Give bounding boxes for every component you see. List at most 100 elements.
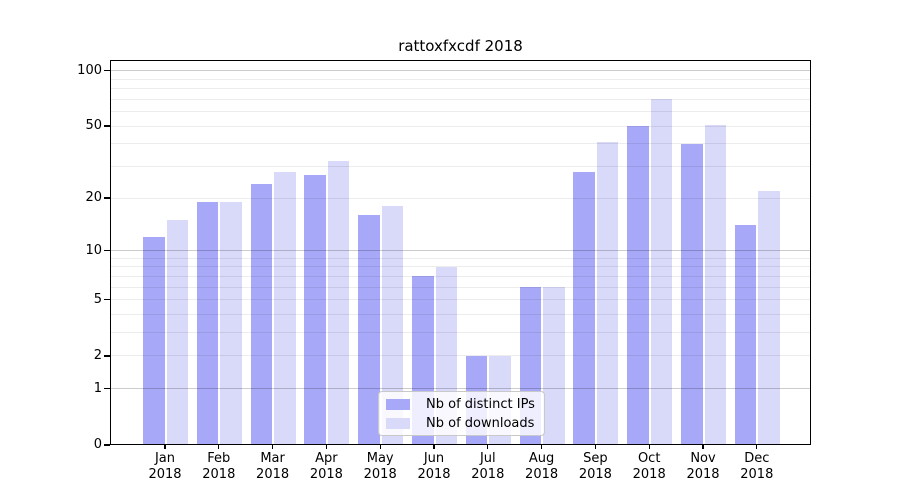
x-tick-jan (164, 445, 166, 449)
y-tick-label-5: 5 (93, 291, 102, 307)
x-tick-label-month: Mar (260, 451, 285, 466)
x-tick-jul (487, 445, 489, 449)
bar-downloads-jan (166, 220, 188, 445)
y-tick-label-20: 20 (85, 190, 102, 206)
legend-label-1: Nb of downloads (426, 415, 535, 431)
bar-downloads-mar (274, 171, 296, 445)
y-tick-1 (104, 388, 110, 390)
x-tick-label-month: Jan (154, 451, 176, 466)
x-tick-label-month: May (366, 451, 394, 466)
x-tick-label-year: 2018 (148, 466, 182, 482)
x-tick-label-mar: Mar 2018 (246, 451, 300, 482)
gridline-minor-50 (110, 125, 811, 127)
x-tick-label-month: Sep (583, 451, 608, 466)
chart-title: rattoxfxcdf 2018 (398, 37, 523, 55)
y-tick-0 (104, 444, 110, 446)
x-tick-label-jun: Jun 2018 (407, 451, 461, 482)
x-tick-label-month: Oct (637, 451, 661, 466)
legend-row-0: Nb of distinct IPs (386, 395, 544, 414)
gridline-minor-30 (110, 166, 811, 167)
x-tick-label-year: 2018 (417, 466, 451, 482)
x-tick-label-month: Jul (479, 451, 496, 466)
x-tick-aug (540, 445, 543, 449)
bar-downloads-sep (596, 141, 619, 445)
gridline-minor-9 (110, 257, 811, 259)
x-tick-label-month: Nov (690, 451, 716, 466)
y-tick-5 (104, 299, 110, 301)
x-tick-label-oct: Oct 2018 (622, 451, 676, 482)
x-tick-label-year: 2018 (632, 466, 666, 482)
bar-distinct-ips-dec (734, 225, 757, 445)
y-tick-label-50: 50 (85, 118, 102, 134)
x-tick-label-year: 2018 (686, 466, 720, 482)
x-tick-mar (271, 445, 274, 449)
gridline-major-100 (110, 70, 811, 72)
bar-distinct-ips-jan (143, 237, 165, 445)
gridline-minor-90 (110, 78, 811, 80)
x-tick-label-month: Dec (744, 451, 770, 466)
gridline-minor-70 (110, 98, 811, 100)
x-tick-sep (594, 445, 597, 449)
y-tick-label-10: 10 (85, 242, 102, 258)
x-tick-label-year: 2018 (202, 466, 236, 482)
gridline-minor-40 (110, 143, 811, 145)
x-tick-label-sep: Sep 2018 (568, 451, 622, 482)
x-tick-label-year: 2018 (363, 466, 397, 482)
x-tick-label-may: May 2018 (353, 451, 407, 482)
legend-box: Nb of distinct IPs Nb of downloads (378, 391, 545, 436)
gridline-minor-4 (110, 314, 811, 315)
gridline-minor-8 (110, 266, 811, 268)
x-tick-oct (648, 445, 650, 449)
x-tick-label-jul: Jul 2018 (461, 451, 515, 482)
y-tick-2 (104, 355, 110, 357)
gridline-minor-60 (110, 111, 811, 113)
gridline-minor-80 (110, 88, 811, 90)
x-tick-label-aug: Aug 2018 (515, 451, 569, 482)
y-tick-20 (104, 197, 110, 199)
gridline-minor-20 (110, 197, 811, 199)
x-tick-label-month: Jun (423, 451, 445, 466)
bar-downloads-apr (327, 161, 350, 445)
y-tick-10 (104, 249, 110, 252)
bar-downloads-feb (220, 202, 242, 445)
x-tick-label-year: 2018 (256, 466, 290, 482)
bar-downloads-aug (543, 287, 565, 445)
bar-distinct-ips-sep (573, 171, 595, 445)
y-tick-label-100: 100 (77, 62, 102, 78)
y-tick-label-0: 0 (93, 437, 102, 452)
gridline-major-10 (110, 250, 811, 251)
y-tick-label-2: 2 (93, 347, 102, 363)
gridline-minor-3 (110, 332, 811, 334)
legend-label-0: Nb of distinct IPs (426, 396, 535, 412)
y-tick-label-1: 1 (93, 380, 102, 396)
x-tick-label-apr: Apr 2018 (299, 451, 353, 482)
x-tick-feb (218, 445, 220, 449)
x-tick-label-year: 2018 (471, 466, 505, 482)
x-tick-jun (433, 445, 435, 449)
gridline-minor-7 (110, 275, 811, 277)
bar-distinct-ips-may (358, 215, 380, 445)
y-tick-100 (104, 70, 110, 72)
bar-distinct-ips-feb (196, 202, 219, 445)
bar-downloads-dec (758, 190, 780, 445)
gridline-minor-6 (110, 286, 811, 288)
gridline-minor-5 (110, 299, 811, 301)
gridline-major-1 (110, 388, 811, 390)
x-tick-label-year: 2018 (525, 466, 559, 482)
x-tick-label-dec: Dec 2018 (730, 451, 784, 482)
bar-downloads-nov (704, 124, 726, 445)
legend-row-1: Nb of downloads (386, 414, 544, 433)
bar-downloads-oct (650, 99, 673, 445)
bar-distinct-ips-nov (681, 143, 703, 445)
x-tick-label-jan: Jan 2018 (138, 451, 192, 482)
plot-area (110, 60, 811, 445)
legend-swatch-0 (386, 398, 410, 410)
x-tick-label-month: Apr (315, 451, 338, 466)
x-tick-apr (325, 445, 328, 449)
x-tick-label-nov: Nov 2018 (676, 451, 730, 482)
x-tick-nov (702, 445, 704, 449)
x-tick-label-month: Feb (207, 451, 231, 466)
bar-distinct-ips-apr (304, 174, 326, 445)
x-tick-dec (756, 445, 758, 449)
